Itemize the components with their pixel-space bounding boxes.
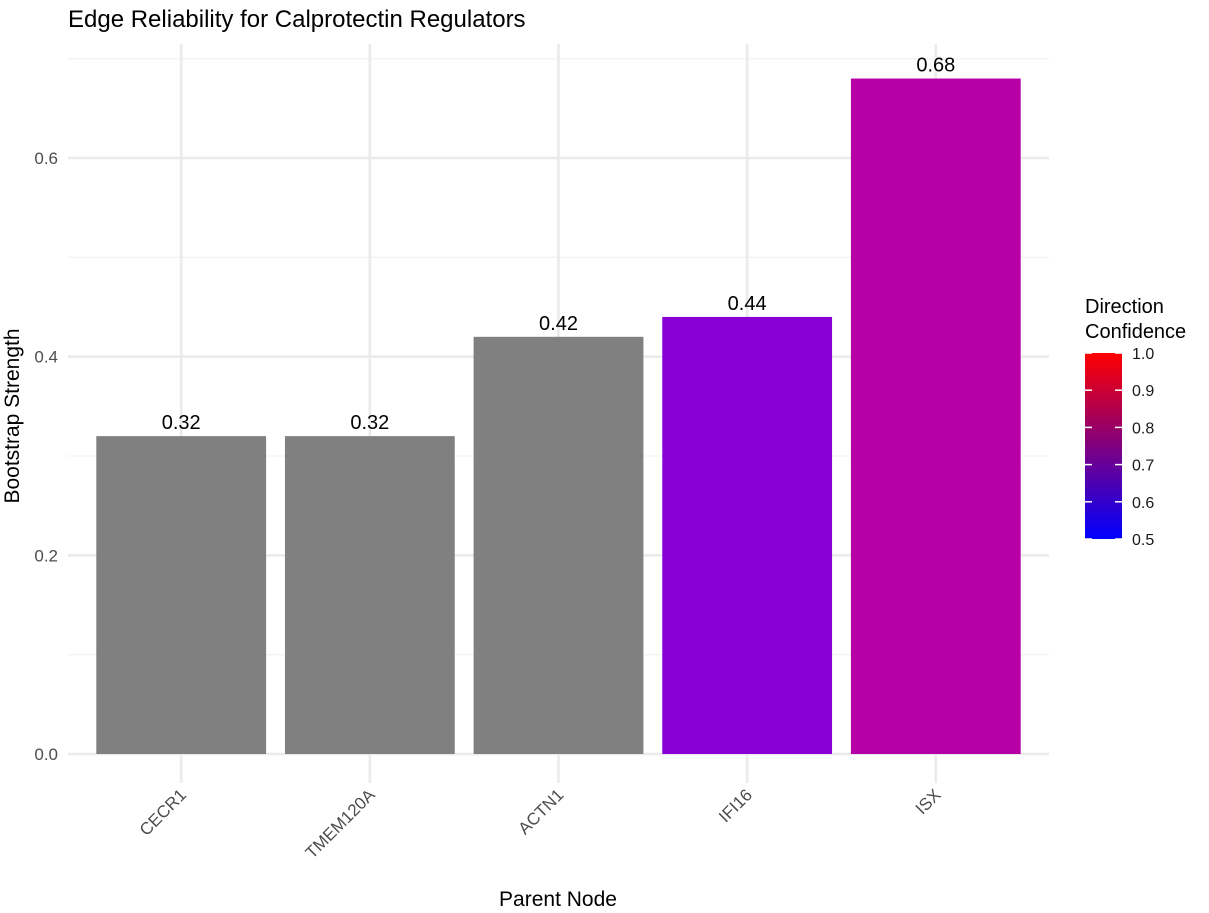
- colorbar-tick-label: 0.7: [1132, 458, 1154, 475]
- y-axis-ticks: 0.0 0.2 0.4 0.6: [34, 149, 58, 764]
- bar: [96, 436, 267, 754]
- legend: Direction Confidence 0.5 0.6 0.7 0.8 0.9 1.0: [1085, 296, 1186, 549]
- bar-value-label: 0.32: [350, 412, 389, 434]
- colorbar-tick-label: 0.8: [1132, 420, 1154, 437]
- y-axis-title: Bootstrap Strength: [1, 328, 24, 503]
- y-tick-label: 0.0: [34, 745, 58, 764]
- x-tick-label: CECR1: [136, 785, 190, 839]
- bar-value-labels: 0.32 0.32 0.42 0.44 0.68: [162, 55, 956, 435]
- bar-value-label: 0.68: [916, 55, 955, 77]
- legend-title-line-2: Confidence: [1085, 321, 1186, 343]
- bar-value-label: 0.44: [728, 293, 767, 315]
- x-axis-title: Parent Node: [499, 888, 617, 911]
- bar-value-label: 0.42: [539, 313, 578, 335]
- colorbar-ticks: 0.5 0.6 0.7 0.8 0.9 1.0: [1085, 346, 1154, 549]
- bar: [473, 336, 644, 754]
- bar: [662, 316, 833, 754]
- y-tick-label: 0.4: [34, 348, 58, 367]
- x-axis-ticks: CECR1 TMEM120A ACTN1 IFI16 ISX: [136, 785, 945, 862]
- x-tick-label: IFI16: [715, 785, 756, 826]
- legend-title-line-1: Direction: [1085, 296, 1164, 318]
- colorbar-tick-label: 0.5: [1132, 532, 1154, 549]
- x-tick-label: TMEM120A: [302, 785, 379, 862]
- chart-title: Edge Reliability for Calprotectin Regula…: [68, 6, 526, 33]
- colorbar-tick-label: 1.0: [1132, 346, 1154, 363]
- colorbar: [1085, 353, 1122, 539]
- y-tick-label: 0.6: [34, 149, 58, 168]
- x-tick-label: ACTN1: [514, 785, 567, 838]
- bars: [96, 78, 1021, 755]
- y-tick-label: 0.2: [34, 546, 58, 565]
- colorbar-tick-label: 0.9: [1132, 383, 1154, 400]
- bar: [284, 436, 455, 754]
- colorbar-tick-label: 0.6: [1132, 495, 1154, 512]
- bar-value-label: 0.32: [162, 412, 201, 434]
- bar: [850, 78, 1021, 755]
- x-tick-label: ISX: [912, 785, 945, 818]
